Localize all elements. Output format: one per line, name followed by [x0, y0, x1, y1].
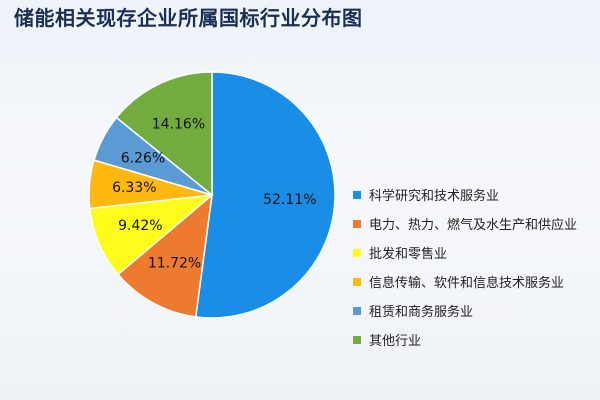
legend-label: 信息传输、软件和信息技术服务业: [369, 276, 565, 291]
legend-swatch: [353, 248, 361, 257]
legend-item: 租赁和商务服务业: [353, 296, 577, 325]
legend-label: 其他行业: [369, 334, 422, 349]
slice-label: 52.11%: [263, 192, 316, 208]
legend-item: 科学研究和技术服务业: [353, 180, 577, 209]
slice-label: 14.16%: [152, 117, 205, 133]
slice-label: 11.72%: [148, 255, 201, 271]
legend-item: 批发和零售业: [353, 238, 577, 267]
legend-item: 电力、热力、燃气及水生产和供应业: [353, 209, 577, 238]
slice-label: 6.26%: [121, 151, 165, 167]
legend-swatch: [353, 335, 361, 344]
chart-legend: 科学研究和技术服务业 电力、热力、燃气及水生产和供应业 批发和零售业 信息传输、…: [353, 180, 577, 354]
slice-label: 6.33%: [112, 180, 156, 196]
pie-slice: [117, 193, 214, 318]
chart-title: 储能相关现存企业所属国标行业分布图: [14, 6, 363, 30]
legend-label: 科学研究和技术服务业: [369, 189, 500, 204]
legend-label: 批发和零售业: [369, 247, 448, 262]
legend-item: 信息传输、软件和信息技术服务业: [353, 267, 577, 296]
legend-label: 电力、热力、燃气及水生产和供应业: [369, 218, 578, 233]
pie-slice: [194, 71, 336, 319]
legend-swatch: [353, 190, 361, 199]
legend-swatch: [353, 306, 361, 315]
legend-swatch: [353, 277, 361, 286]
legend-item: 其他行业: [353, 325, 577, 354]
pie-slice: [115, 71, 213, 197]
legend-swatch: [353, 219, 361, 228]
slice-label: 9.42%: [118, 218, 162, 234]
legend-label: 租赁和商务服务业: [369, 305, 474, 320]
